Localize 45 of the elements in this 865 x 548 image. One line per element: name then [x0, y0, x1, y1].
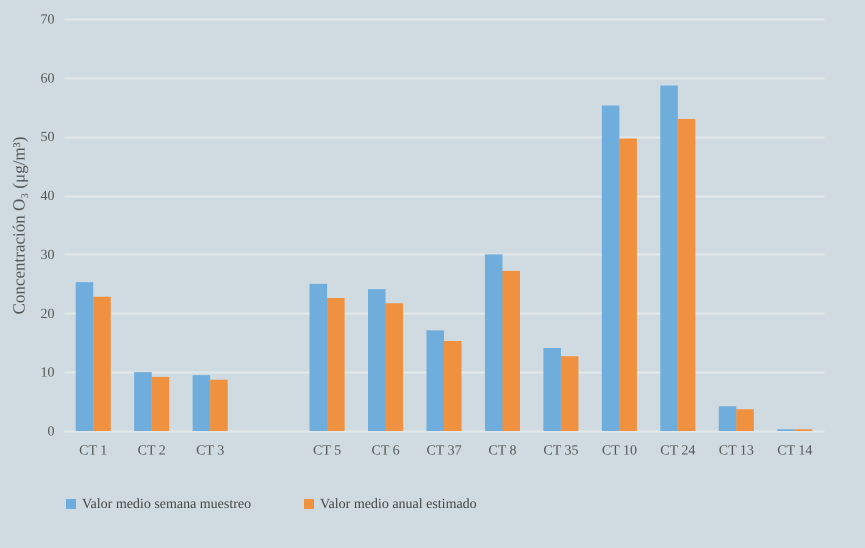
- x-tick-label: CT 37: [426, 444, 462, 458]
- y-tick-label: 50: [40, 130, 54, 146]
- x-tick-label: CT 8: [488, 444, 517, 458]
- bar: [386, 303, 404, 431]
- bar: [93, 296, 111, 431]
- x-tick-label: CT 13: [718, 444, 754, 458]
- y-tick-label: 40: [40, 189, 54, 204]
- bar: [560, 356, 578, 431]
- bar: [660, 86, 678, 431]
- y-tick-label: 30: [40, 248, 54, 263]
- bar: [718, 406, 736, 431]
- legend-label: Valor medio semana muestreo: [82, 497, 252, 512]
- bar: [76, 282, 94, 431]
- bar: [484, 254, 502, 431]
- y-tick-label: 10: [40, 366, 54, 381]
- bar: [426, 330, 444, 431]
- bar: [543, 348, 561, 431]
- x-tick-label: CT 6: [371, 444, 400, 458]
- x-tick-label: CT 1: [79, 444, 108, 458]
- bar: [327, 298, 345, 431]
- bar: [210, 380, 228, 431]
- x-tick-label: CT 35: [543, 444, 578, 458]
- x-tick-label: CT 5: [313, 444, 342, 458]
- y-tick-label: 70: [40, 12, 54, 28]
- y-tick-label: 20: [40, 306, 54, 322]
- y-axis-title: Concentración O₃ (μg/m³): [10, 136, 28, 314]
- bar: [619, 138, 637, 431]
- bar: [310, 284, 328, 431]
- x-tick-label: CT 24: [660, 444, 696, 458]
- bar: [602, 106, 620, 431]
- bar: [678, 119, 696, 431]
- x-tick-label: CT 2: [138, 444, 166, 458]
- bar: [502, 270, 520, 431]
- bar: [192, 375, 210, 431]
- bar: [444, 340, 462, 431]
- bar: [152, 376, 170, 431]
- x-tick-label: CT 14: [777, 444, 812, 458]
- legend-label: Valor medio anual estimado: [320, 497, 477, 512]
- bar: [134, 372, 152, 431]
- bar: [736, 409, 754, 431]
- x-tick-label: CT 10: [602, 444, 637, 458]
- bar: [368, 289, 386, 431]
- y-tick-label: 60: [40, 71, 54, 86]
- x-tick-label: CT 3: [196, 444, 224, 458]
- y-tick-label: 0: [48, 424, 54, 440]
